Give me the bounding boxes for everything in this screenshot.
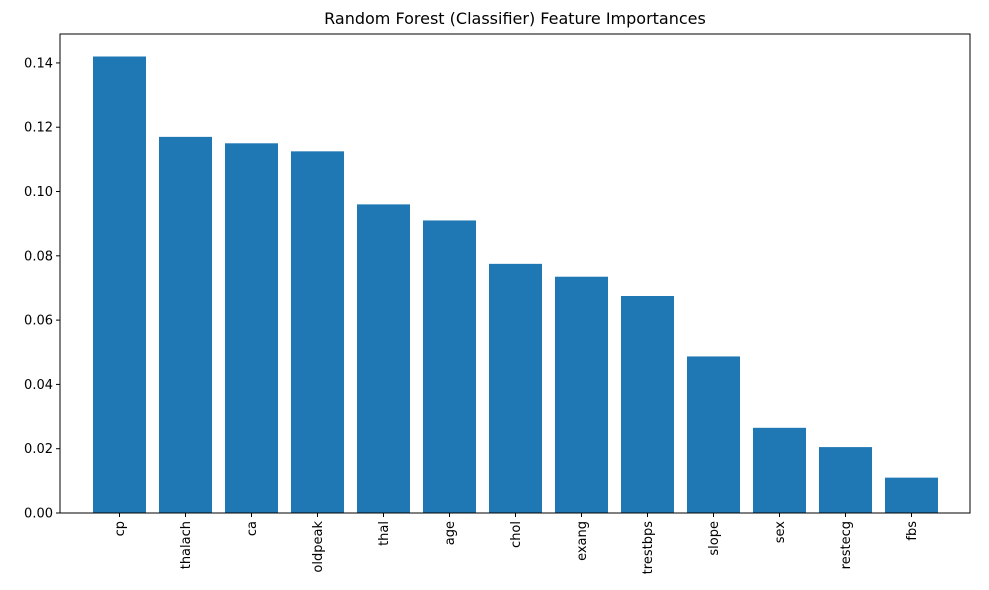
bar-cp (93, 56, 146, 513)
bar-thalach (159, 136, 212, 513)
x-tick-label: sex (773, 521, 788, 544)
plot-frame (59, 33, 971, 514)
y-tick-label: 0.04 (24, 378, 53, 393)
y-tick-label: 0.06 (24, 314, 53, 329)
x-tick-label: thalach (179, 521, 194, 569)
x-tick-label: trestbps (641, 521, 656, 575)
x-tick-label: ca (245, 521, 260, 536)
bar-trestbps (621, 296, 674, 513)
bar-exang (555, 276, 608, 513)
x-tick-label: cp (113, 521, 128, 536)
bar-oldpeak (291, 151, 344, 513)
bar-thal (357, 204, 410, 513)
bar-restecg (819, 447, 872, 513)
y-tick-label: 0.00 (24, 507, 53, 522)
y-tick-label: 0.12 (24, 121, 53, 136)
y-tick-label: 0.02 (24, 442, 53, 457)
y-tick-label: 0.08 (24, 249, 53, 264)
x-tick-label: thal (377, 521, 392, 546)
x-tick-label: slope (707, 521, 722, 556)
x-tick-label: exang (575, 521, 590, 561)
x-tick-label: age (443, 521, 458, 545)
bar-age (423, 220, 476, 514)
bar-ca (225, 143, 278, 514)
bars-group (93, 56, 938, 514)
x-tick-label: restecg (839, 521, 854, 569)
bar-sex (753, 427, 806, 513)
y-tick-label: 0.14 (24, 56, 53, 71)
x-tick-label: oldpeak (311, 521, 326, 573)
y-axis: 0.00 0.02 0.04 0.06 0.08 0.10 0.12 0.14 (24, 56, 60, 522)
x-tick-label: chol (509, 521, 524, 548)
x-axis: cp thalach ca oldpeak thal age chol exang trestb… (113, 513, 920, 574)
bar-chol (489, 263, 542, 513)
y-tick-label: 0.10 (24, 185, 53, 200)
chart-title: Random Forest (Classifier) Feature Impor… (324, 9, 706, 28)
bar-slope (687, 356, 740, 513)
x-tick-label: fbs (905, 521, 920, 541)
bar-fbs (885, 477, 938, 513)
